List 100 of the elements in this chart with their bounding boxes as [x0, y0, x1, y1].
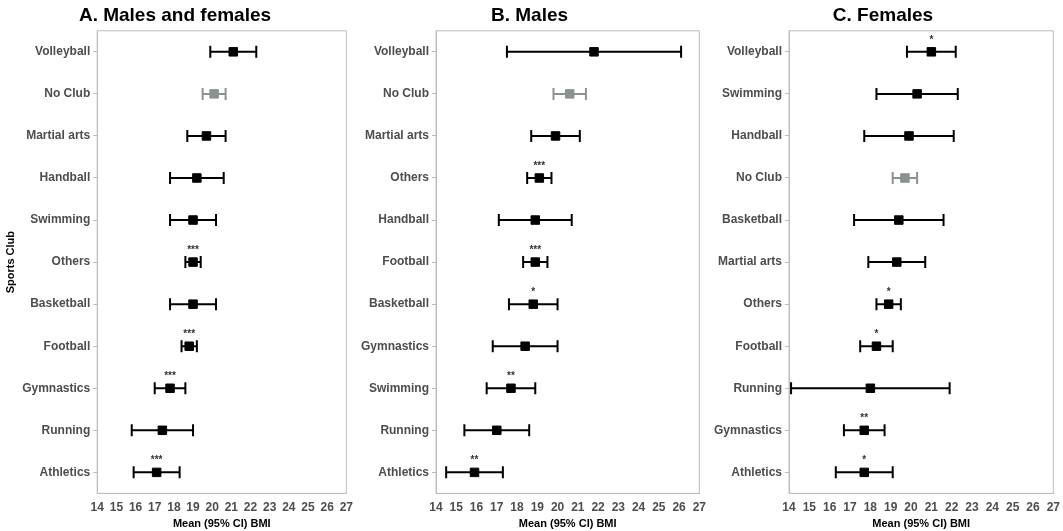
- y-tick-label: Volleyball: [373, 44, 430, 59]
- x-tick-label: 23: [263, 499, 277, 514]
- y-tick-label: Basketball: [30, 296, 91, 311]
- point: [900, 173, 910, 183]
- x-tick-label: 21: [924, 499, 939, 514]
- y-tick-label: Gymnastics: [713, 422, 783, 437]
- x-tick-label: 25: [652, 499, 666, 514]
- x-tick-label: 27: [1046, 499, 1061, 514]
- x-tick-label: 16: [823, 499, 837, 514]
- y-tick-label: Swimming: [369, 380, 430, 395]
- y-tick-label: Handball: [39, 170, 91, 185]
- x-tick-label: 17: [490, 499, 504, 514]
- x-tick-label: 24: [985, 499, 1000, 514]
- chart-title: C. Females: [832, 3, 934, 25]
- chart-title: B. Males: [490, 3, 569, 25]
- x-tick-label: 22: [591, 499, 606, 514]
- point: [157, 425, 168, 436]
- annotation: *: [874, 327, 879, 339]
- point: [859, 425, 869, 436]
- x-tick-label: 17: [148, 499, 162, 514]
- y-tick-label: Athletics: [39, 464, 91, 479]
- y-tick-label: Handball: [378, 212, 430, 227]
- point: [520, 341, 530, 351]
- point: [534, 173, 545, 183]
- x-tick-label: 19: [884, 499, 898, 514]
- x-tick-label: 21: [224, 499, 239, 514]
- y-tick-label: No Club: [383, 86, 430, 101]
- point: [528, 299, 538, 309]
- y-tick-label: Athletics: [378, 464, 430, 479]
- x-tick-label: 14: [429, 499, 444, 514]
- y-tick-label: Volleyball: [726, 44, 783, 59]
- y-tick-label: Running: [41, 422, 91, 437]
- x-tick-label: 23: [611, 499, 626, 514]
- x-tick-label: 19: [530, 499, 545, 514]
- point: [188, 299, 198, 309]
- x-tick-label: 20: [205, 499, 220, 514]
- x-tick-label: 16: [128, 499, 143, 514]
- point: [892, 257, 902, 267]
- y-tick-label: Basketball: [722, 212, 783, 227]
- point: [165, 383, 175, 394]
- annotation: *: [886, 285, 891, 297]
- y-tick-label: Running: [733, 380, 783, 395]
- x-tick-label: 27: [692, 499, 707, 514]
- x-tick-label: 26: [320, 499, 335, 514]
- x-tick-label: 22: [243, 499, 258, 514]
- x-tick-label: 26: [1026, 499, 1040, 514]
- y-tick-label: Others: [390, 170, 430, 185]
- x-tick-label: 20: [550, 499, 565, 514]
- annotation: ***: [150, 454, 163, 466]
- x-tick-label: 17: [843, 499, 858, 514]
- y-tick-label: Volleyball: [35, 44, 91, 59]
- point: [492, 425, 502, 436]
- y-tick-label: Others: [743, 296, 783, 311]
- point: [894, 215, 904, 225]
- annotation: ***: [533, 159, 546, 171]
- x-tick-label: 22: [945, 499, 959, 514]
- x-tick-label: 20: [904, 499, 919, 514]
- y-tick-label: Football: [382, 254, 430, 269]
- y-axis-title: Sports Club: [3, 230, 16, 294]
- x-axis-title: Mean (95% CI) BMI: [172, 517, 271, 530]
- point: [926, 47, 937, 57]
- y-tick-label: Handball: [731, 128, 783, 143]
- y-tick-label: Gymnastics: [22, 380, 91, 395]
- x-tick-label: 14: [90, 499, 105, 514]
- x-tick-label: 15: [802, 499, 817, 514]
- y-tick-label: Gymnastics: [360, 338, 430, 353]
- y-tick-label: Football: [735, 338, 783, 353]
- x-tick-label: 16: [469, 499, 484, 514]
- y-tick-label: Running: [380, 422, 430, 437]
- chart-title: A. Males and females: [78, 3, 272, 25]
- x-axis-title: Mean (95% CI) BMI: [872, 517, 971, 530]
- annotation: **: [507, 370, 515, 382]
- y-tick-label: Football: [43, 338, 91, 353]
- annotation: **: [470, 454, 479, 466]
- x-tick-label: 21: [571, 499, 585, 514]
- point: [209, 89, 219, 99]
- x-tick-label: 18: [510, 499, 525, 514]
- annotation: ***: [183, 327, 196, 339]
- annotation: **: [860, 412, 869, 424]
- y-tick-label: No Club: [736, 170, 783, 185]
- point: [188, 215, 198, 225]
- x-tick-label: 15: [109, 499, 124, 514]
- x-tick-label: 23: [965, 499, 979, 514]
- annotation: *: [531, 285, 536, 297]
- x-tick-label: 14: [782, 499, 797, 514]
- y-tick-label: Martial arts: [26, 128, 91, 143]
- x-tick-label: 24: [631, 499, 646, 514]
- annotation: *: [862, 454, 867, 466]
- x-tick-label: 18: [863, 499, 878, 514]
- x-tick-label: 24: [282, 499, 296, 514]
- point: [859, 467, 869, 478]
- y-tick-label: Swimming: [722, 86, 783, 101]
- x-tick-label: 25: [1005, 499, 1020, 514]
- point: [151, 467, 162, 478]
- annotation: ***: [164, 370, 176, 382]
- point: [564, 89, 575, 99]
- annotation: ***: [529, 243, 542, 255]
- point: [912, 89, 922, 99]
- point: [865, 383, 876, 394]
- annotation: ***: [187, 243, 199, 255]
